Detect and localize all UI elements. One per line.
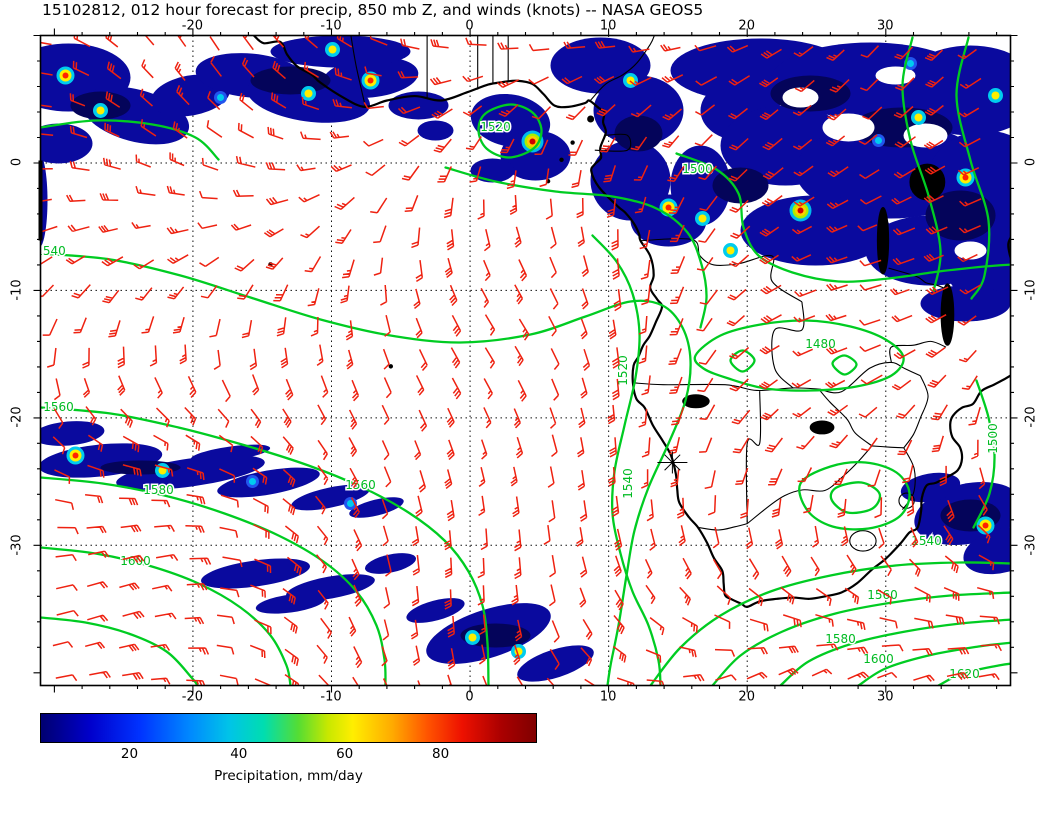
x-axis-tick-label-top: 10: [599, 18, 617, 34]
colorbar: 20 40 60 80 Precipitation, mm/day: [40, 713, 537, 793]
svg-text:1600: 1600: [863, 652, 894, 666]
x-axis-tick-label-top: -20: [181, 18, 204, 34]
y-axis-tick-label-left: -10: [9, 279, 25, 301]
svg-text:1540: 1540: [35, 244, 66, 258]
x-axis-tick-label-bottom: 30: [877, 689, 894, 705]
svg-text:1560: 1560: [345, 478, 376, 492]
colorbar-tick-label: 60: [336, 746, 354, 762]
x-axis-tick-label-bottom: -10: [320, 689, 342, 705]
y-axis-tick-label-right: 0: [1023, 158, 1039, 167]
x-axis-tick-label-bottom: 20: [738, 689, 755, 705]
x-axis-tick-label-top: -10: [320, 18, 342, 34]
x-axis-tick-label-bottom: 0: [465, 689, 474, 705]
axis-ticks: [33, 28, 1018, 693]
svg-text:1500: 1500: [986, 423, 1000, 454]
x-axis-tick-label-top: 20: [738, 18, 755, 34]
svg-text:1500: 1500: [682, 162, 713, 176]
y-axis-tick-label-right: -30: [1023, 534, 1039, 556]
contour-labels: 1540156015201500148015001540156015801600…: [35, 119, 1002, 683]
svg-text:1560: 1560: [867, 588, 898, 602]
colorbar-tick-label: 40: [230, 746, 248, 762]
svg-text:1580: 1580: [143, 483, 174, 497]
lakes-layer: [682, 163, 955, 435]
y-axis-tick-label-left: -20: [9, 406, 25, 428]
wind-barb-layer: [40, 35, 1002, 686]
station-marker: [657, 451, 688, 474]
plot-title: 15102812, 012 hour forecast for precip, …: [42, 1, 704, 19]
colorbar-gradient: [40, 713, 537, 743]
map-inner: 1540156015201500148015001540156015801600…: [35, 35, 1011, 686]
svg-text:1580: 1580: [825, 632, 856, 646]
y-axis-tick-label-right: -20: [1023, 406, 1039, 428]
map-root: 1540156015201500148015001540156015801600…: [33, 28, 1018, 693]
y-axis-tick-label-left: -30: [9, 534, 25, 556]
colorbar-tick-label: 80: [431, 746, 450, 762]
colorbar-label: Precipitation, mm/day: [214, 768, 363, 784]
x-axis-tick-label-top: 0: [465, 18, 474, 34]
svg-text:1560: 1560: [43, 400, 74, 414]
x-axis-tick-label-bottom: 10: [599, 689, 617, 705]
y-axis-tick-label-right: -10: [1023, 279, 1039, 301]
borders-layer: [350, 35, 950, 552]
svg-text:1520: 1520: [480, 120, 511, 134]
colorbar-tick-label: 20: [120, 746, 139, 762]
svg-text:1540: 1540: [911, 534, 942, 548]
svg-text:1540: 1540: [621, 468, 635, 499]
x-axis-tick-label-top: 30: [877, 18, 894, 34]
y-axis-tick-label-left: 0: [9, 158, 25, 167]
x-axis-tick-label-bottom: -20: [181, 689, 204, 705]
